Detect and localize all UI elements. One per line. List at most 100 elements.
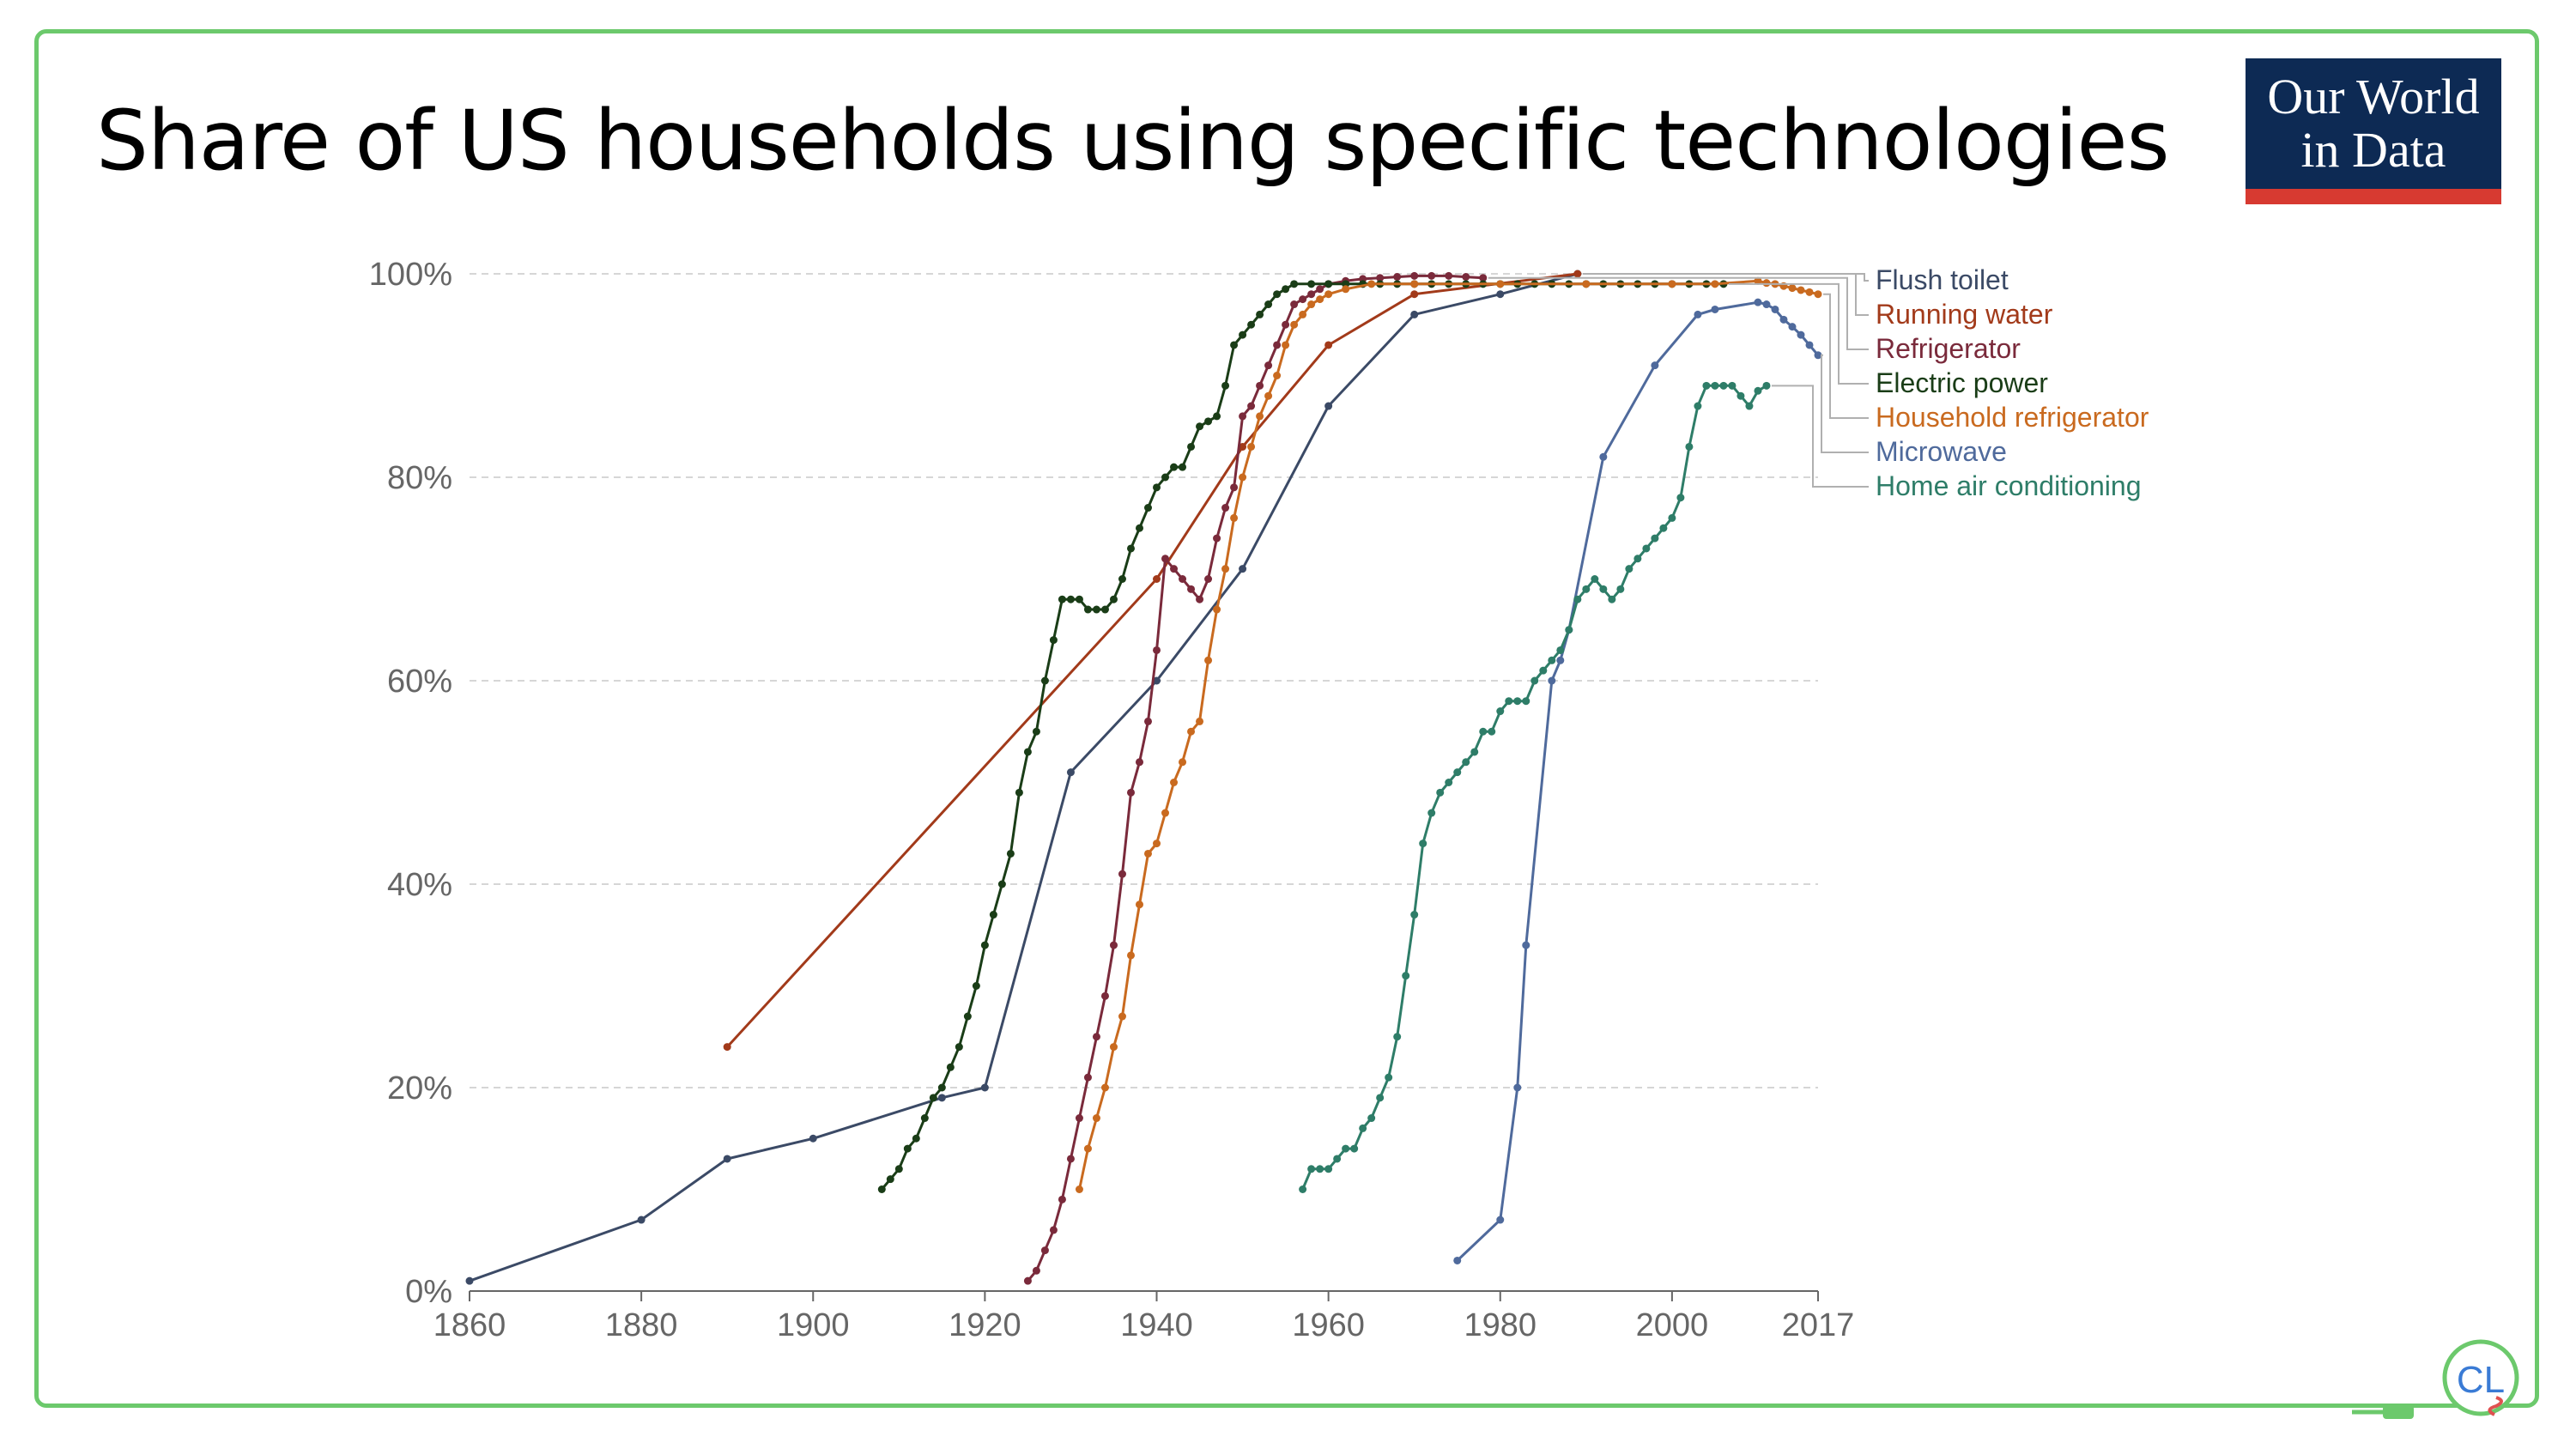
data-point — [1126, 544, 1135, 553]
data-point — [1427, 809, 1436, 817]
chart-legend: Flush toilet Running waterRefrigeratorEle… — [1488, 264, 2149, 501]
data-point — [1109, 1043, 1118, 1052]
data-point — [1213, 412, 1221, 421]
data-point — [1299, 295, 1307, 304]
data-point — [1221, 565, 1230, 573]
data-point — [1247, 442, 1256, 451]
data-point — [1239, 442, 1247, 451]
data-point — [1049, 636, 1058, 645]
data-point — [1393, 273, 1402, 282]
data-point — [937, 1094, 946, 1102]
data-point — [1410, 290, 1419, 299]
data-point — [1573, 595, 1582, 603]
data-point — [1170, 463, 1179, 471]
data-point — [1040, 676, 1049, 685]
data-point — [1573, 270, 1582, 278]
data-point — [1256, 310, 1264, 318]
legend-label: Flush toilet — [1876, 264, 2009, 295]
data-point — [1788, 323, 1797, 331]
data-point — [1290, 300, 1299, 309]
data-point — [1204, 417, 1213, 426]
data-point — [1324, 1165, 1333, 1173]
data-point — [1496, 707, 1505, 716]
y-tick-label: 80% — [387, 460, 452, 496]
data-point — [1282, 285, 1290, 294]
data-point — [1754, 298, 1762, 306]
data-point — [1556, 656, 1565, 664]
x-tick-label: 1880 — [605, 1307, 678, 1343]
data-point — [1419, 840, 1427, 848]
data-point — [1376, 274, 1385, 282]
our-world-in-data-logo: Our World in Data — [2246, 58, 2501, 204]
data-point — [1092, 1114, 1100, 1123]
data-point — [1582, 280, 1591, 288]
data-point — [1066, 768, 1075, 777]
data-point — [1754, 276, 1762, 285]
legend-label: Electric power — [1876, 367, 2048, 398]
data-point — [1513, 1083, 1522, 1092]
data-point — [1513, 697, 1522, 706]
data-point — [1135, 900, 1143, 909]
data-point — [1196, 422, 1204, 431]
data-point — [1239, 473, 1247, 482]
data-point — [1445, 779, 1453, 786]
cl-badge-icon: CL — [2352, 1339, 2519, 1419]
data-point — [955, 1043, 963, 1052]
logo-line-2: in Data — [2300, 122, 2446, 178]
data-point — [1410, 310, 1419, 318]
data-point — [1805, 341, 1814, 349]
y-tick-label: 20% — [387, 1070, 452, 1106]
data-point — [1719, 381, 1728, 390]
data-point — [1032, 1266, 1040, 1275]
data-point — [1496, 280, 1505, 288]
data-point — [1058, 595, 1066, 603]
data-point — [1299, 310, 1307, 318]
data-point — [1118, 575, 1126, 583]
data-point — [1453, 1256, 1462, 1264]
data-point — [1359, 1124, 1367, 1132]
data-point — [1694, 310, 1702, 318]
data-point — [1161, 809, 1170, 817]
data-point — [1779, 315, 1788, 324]
data-point — [1221, 381, 1230, 390]
data-point — [980, 941, 989, 949]
data-point — [1109, 595, 1118, 603]
data-point — [1599, 452, 1608, 461]
data-point — [809, 1134, 817, 1143]
data-point — [1711, 381, 1719, 390]
data-point — [1745, 402, 1754, 410]
data-point — [1049, 1226, 1058, 1234]
data-point — [1427, 271, 1436, 280]
series-line — [726, 272, 1578, 1048]
data-point — [1187, 585, 1196, 593]
data-point — [1548, 676, 1556, 685]
data-point — [963, 1012, 972, 1021]
data-point — [1676, 494, 1685, 502]
data-point — [1290, 280, 1299, 288]
chart-axes: 0% 20% 40% 60% 80% 100% 1860 1880 1900 1920 1940 19… — [369, 257, 1854, 1343]
data-point — [1367, 1114, 1376, 1123]
data-point — [1350, 1144, 1359, 1153]
data-point — [1324, 290, 1333, 299]
data-point — [1213, 605, 1221, 614]
data-point — [1591, 575, 1599, 583]
x-tick-label: 1940 — [1120, 1307, 1193, 1343]
data-point — [1075, 595, 1083, 603]
y-tick-label: 0% — [405, 1274, 452, 1310]
series-electric-power — [877, 280, 1728, 1193]
data-point — [1410, 280, 1419, 288]
data-point — [1797, 330, 1805, 339]
data-point — [1324, 280, 1333, 288]
data-point — [1582, 585, 1591, 593]
data-point — [1307, 290, 1316, 299]
data-point — [894, 1165, 903, 1173]
data-point — [1548, 656, 1556, 664]
data-point — [989, 911, 997, 919]
data-point — [1273, 290, 1282, 299]
data-point — [1324, 402, 1333, 410]
data-point — [1505, 697, 1513, 706]
data-point — [1153, 840, 1161, 848]
data-point — [1282, 320, 1290, 329]
data-point — [912, 1134, 920, 1143]
data-point — [1479, 274, 1488, 282]
